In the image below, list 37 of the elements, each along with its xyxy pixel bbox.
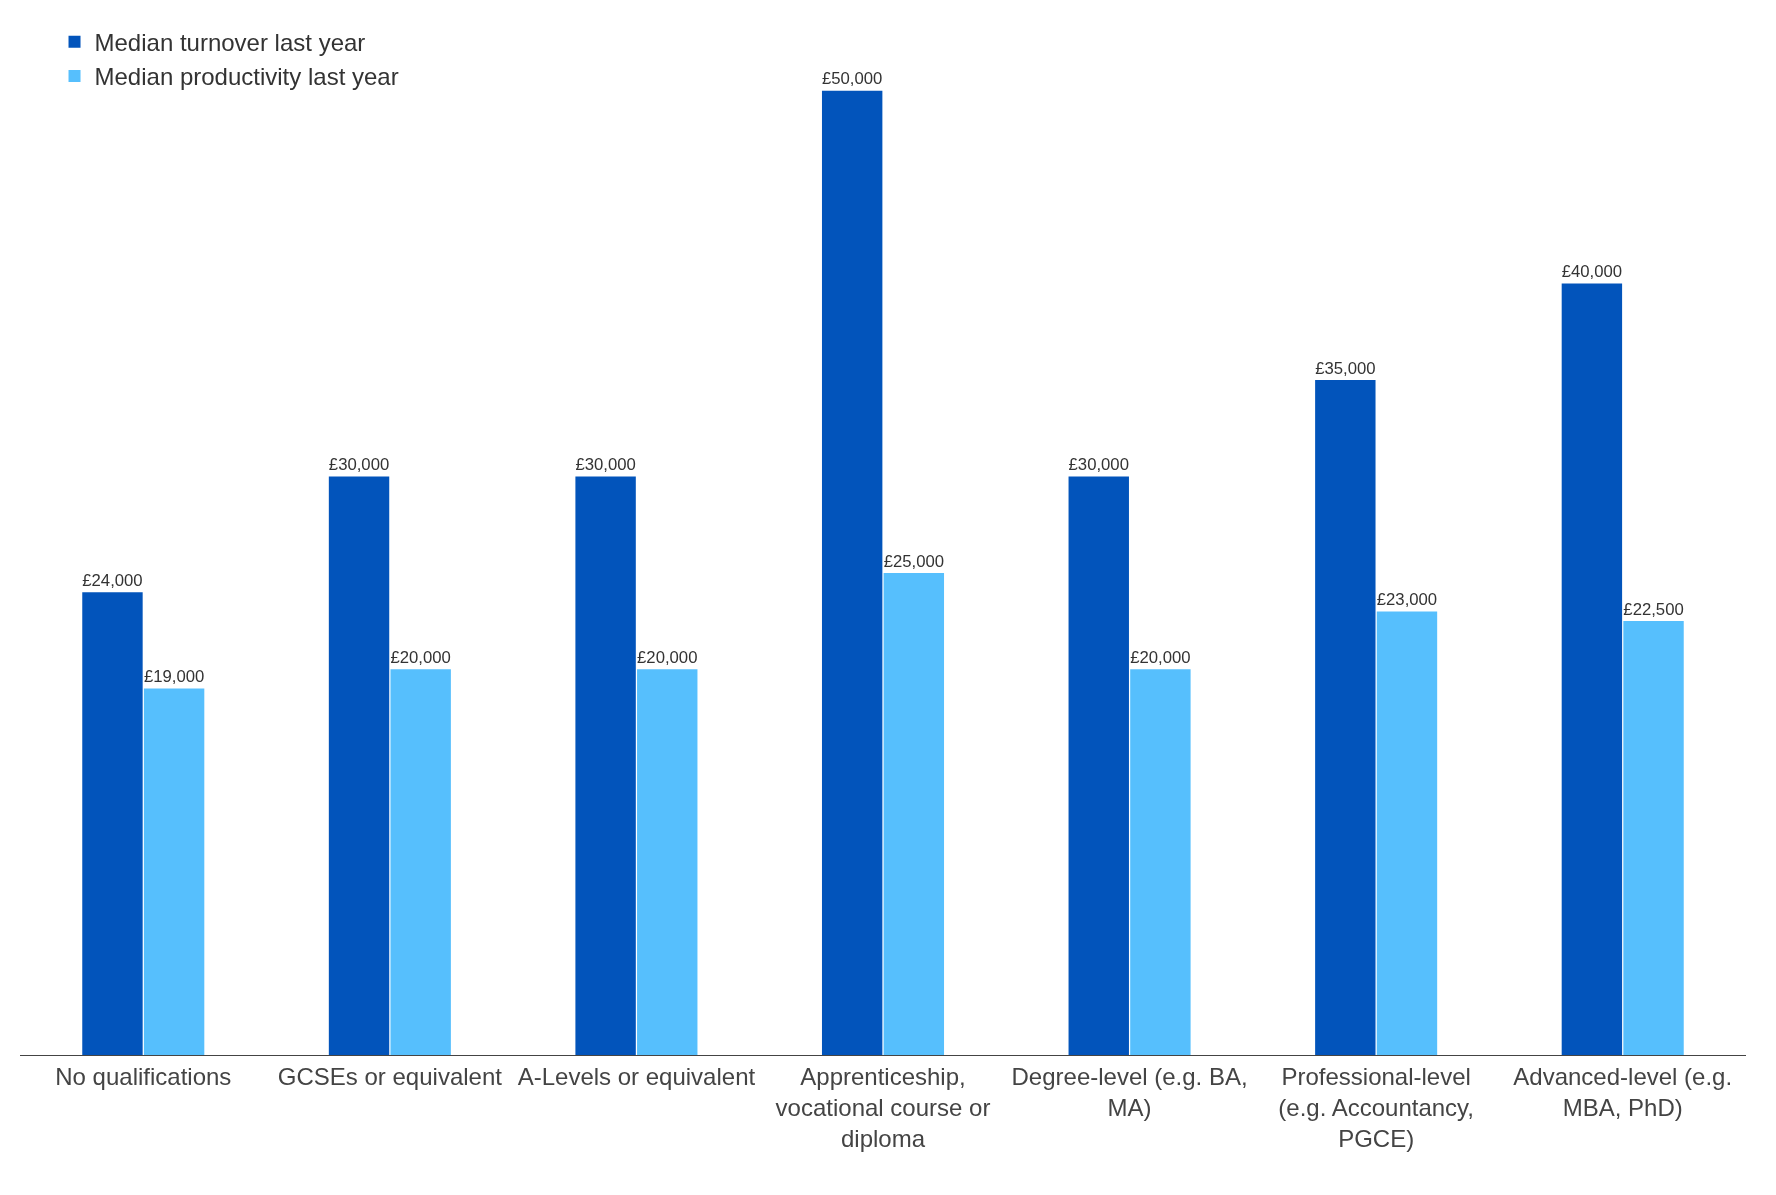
data-label: £20,000: [637, 647, 698, 667]
bar: [390, 669, 451, 1055]
data-label: £22,500: [1623, 599, 1684, 619]
x-tick-label: Degree-level (e.g. BA, MA): [1011, 1062, 1248, 1121]
bar: [328, 476, 390, 1055]
bar: [1068, 476, 1129, 1055]
bar: [1130, 669, 1191, 1055]
data-label: £30,000: [1068, 455, 1129, 475]
bar: [821, 90, 883, 1055]
data-label: £24,000: [82, 570, 143, 590]
data-label: £25,000: [883, 551, 945, 571]
data-label: £30,000: [575, 455, 636, 475]
data-label: £35,000: [1315, 358, 1376, 378]
data-label: £20,000: [390, 647, 451, 667]
legend-label: Median turnover last year: [94, 29, 366, 57]
bar: [1315, 380, 1376, 1055]
bar: [82, 592, 143, 1055]
x-tick-label: Apprenticeship, vocational course or diploma: [775, 1062, 991, 1153]
bar: [1561, 283, 1623, 1055]
legend-label: Median productivity last year: [94, 63, 399, 91]
x-tick-label: Advanced-level (e.g. MBA, PhD): [1513, 1062, 1733, 1121]
data-label: £30,000: [328, 455, 390, 475]
x-tick-label: A-Levels or equivalent: [517, 1062, 756, 1090]
bar: [883, 572, 945, 1055]
x-tick-label: GCSEs or equivalent: [277, 1062, 503, 1090]
bar: [575, 476, 636, 1055]
bar: [143, 688, 205, 1055]
data-label: £20,000: [1130, 647, 1191, 667]
x-tick-label: Professional-level (e.g. Accountancy, PGCE): [1278, 1062, 1474, 1153]
bar: [1623, 621, 1684, 1055]
bar: [637, 669, 698, 1055]
data-label: £23,000: [1376, 590, 1438, 610]
data-label: £19,000: [143, 667, 205, 687]
data-label: £40,000: [1561, 262, 1623, 282]
data-label: £50,000: [821, 69, 883, 89]
x-tick-label: No qualifications: [55, 1062, 232, 1090]
bar: [1376, 611, 1438, 1055]
